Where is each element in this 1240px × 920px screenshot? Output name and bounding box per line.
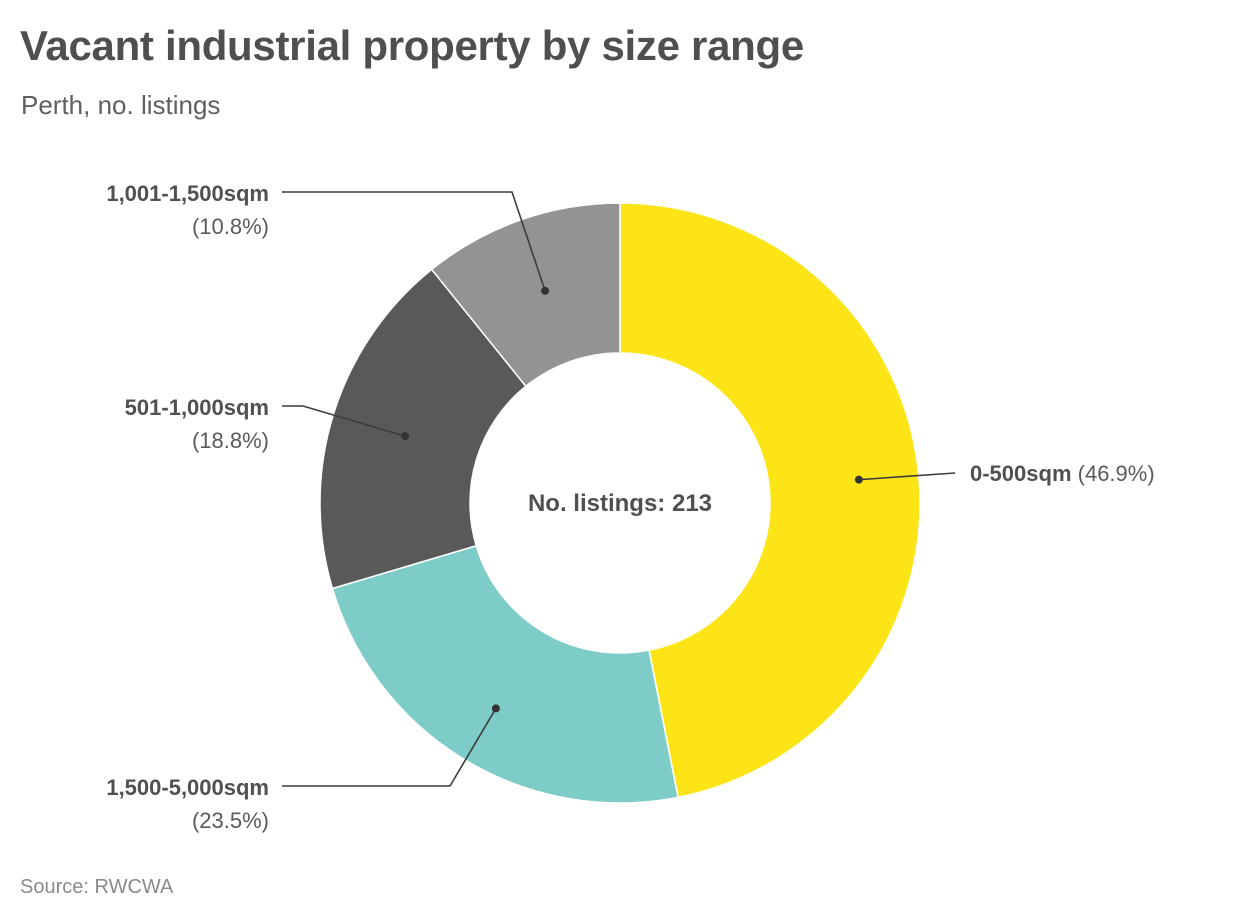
slice-labels-group: 0-500sqm (46.9%) 1,500-5,000sqm (23.5%) 501… <box>106 181 1154 833</box>
leader-dot <box>541 286 550 295</box>
leader-dot <box>401 432 410 441</box>
center-label: No. listings: 213 <box>528 490 712 517</box>
slice-label-name: 1,001-1,500sqm <box>106 181 269 206</box>
leader-line <box>282 405 406 437</box>
slice-label: 0-500sqm (46.9%) <box>970 461 1155 486</box>
slice-label-name: 0-500sqm <box>970 461 1072 486</box>
chart-subtitle: Perth, no. listings <box>21 90 221 120</box>
slice-label-pct: (23.5%) <box>192 808 269 833</box>
slice-label-name: 1,500-5,000sqm <box>106 775 269 800</box>
leader-dot <box>491 704 500 713</box>
slices-group <box>319 202 921 804</box>
slice-label-pct: (10.8%) <box>192 214 269 239</box>
leader-lines-group <box>282 191 956 787</box>
leader-line <box>858 472 956 481</box>
slice-label-name: 501-1,000sqm <box>125 395 269 420</box>
slice-label-pct: (46.9%) <box>1072 461 1155 486</box>
leader-dot <box>854 475 863 484</box>
leader-line <box>282 708 497 787</box>
leader-line <box>282 191 546 292</box>
source-note: Source: RWCWA <box>20 876 174 898</box>
slice-label-pct: (18.8%) <box>192 428 269 453</box>
slice-0-500sqm <box>619 202 921 799</box>
slice-1,001-1,500sqm <box>430 202 621 388</box>
slice-1,500-5,000sqm <box>331 544 679 804</box>
slice-501-1,000sqm <box>319 268 527 590</box>
chart-title: Vacant industrial property by size range <box>20 22 804 69</box>
